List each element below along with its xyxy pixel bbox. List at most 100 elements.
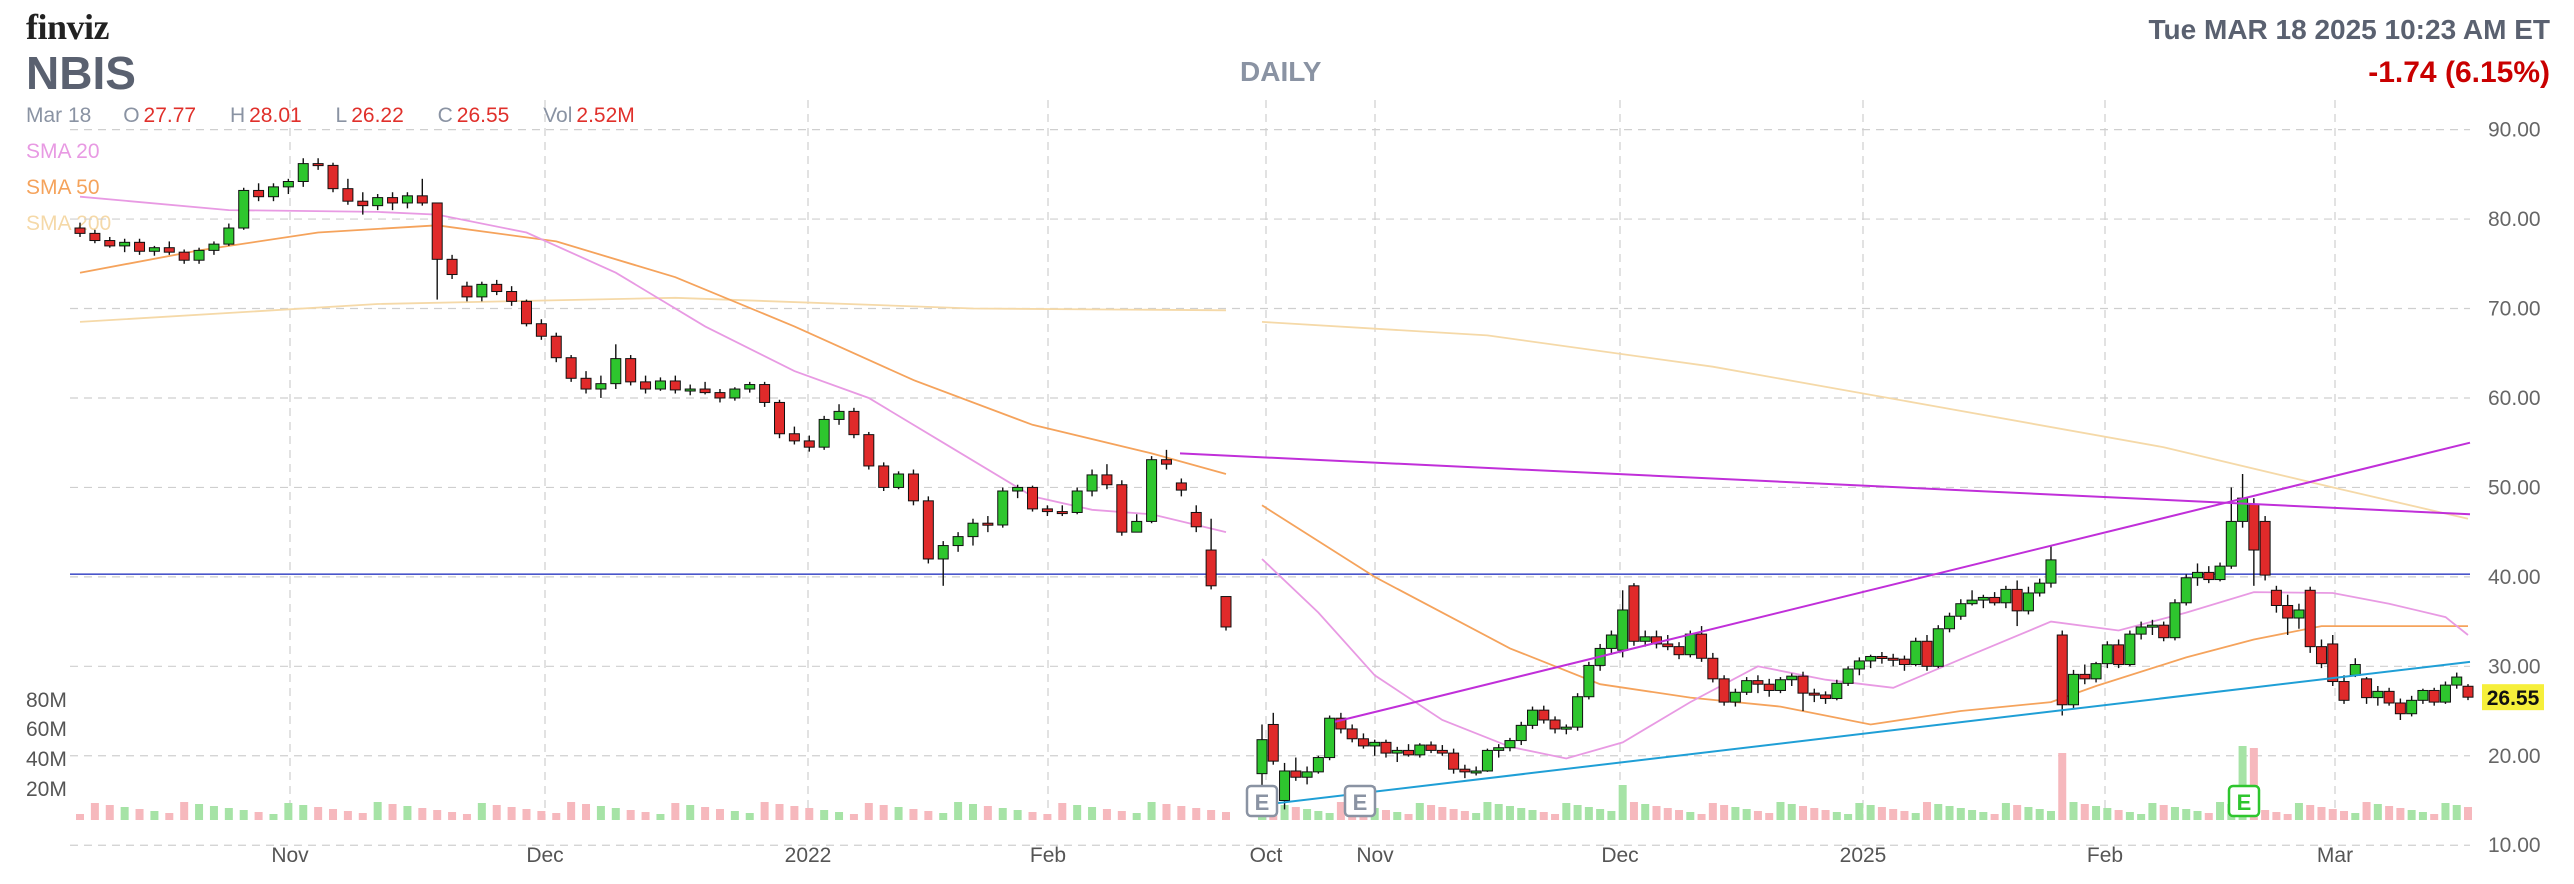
candle-body: [1865, 655, 1877, 662]
candle-body: [2079, 673, 2091, 680]
volume-bar: [1708, 803, 1717, 820]
open-label: O: [123, 104, 140, 127]
candle-body: [2101, 644, 2113, 665]
candle-body: [1146, 459, 1158, 522]
volume-bar: [1956, 808, 1965, 820]
y-tick-label: 60.00: [2488, 387, 2541, 410]
candle-body: [1131, 520, 1143, 533]
volume-bar: [2092, 806, 2101, 820]
candle-body: [1335, 717, 1347, 730]
candle-body: [2034, 582, 2046, 594]
candle-body: [2158, 624, 2170, 639]
x-tick-label: Feb: [1030, 844, 1066, 867]
candle-body: [506, 291, 518, 302]
candle-body: [1808, 692, 1820, 696]
volume-bar: [1058, 803, 1067, 820]
candle-body: [937, 545, 949, 560]
volume-bar: [1132, 813, 1141, 820]
volume-bar: [522, 809, 531, 820]
candle-body: [1175, 482, 1187, 491]
volume-bar: [701, 807, 710, 820]
x-tick-label: Nov: [271, 844, 309, 867]
volume-bar: [433, 810, 442, 820]
candle-body: [1357, 738, 1369, 747]
volume-bar: [1629, 802, 1638, 820]
candle-body: [1086, 474, 1098, 492]
candle-body: [74, 227, 86, 234]
volume-bar: [2441, 803, 2450, 820]
candle-body: [982, 522, 994, 526]
candle-body: [1910, 640, 1922, 666]
candle-body: [1041, 508, 1053, 513]
candle-body: [2011, 588, 2023, 612]
volume-bar: [2080, 804, 2089, 820]
candle-body: [178, 251, 190, 261]
candle-body: [759, 384, 771, 403]
candle-body: [1504, 740, 1516, 749]
candle-body: [89, 232, 101, 242]
candle-body: [1056, 511, 1068, 515]
candle-body: [1470, 770, 1482, 774]
volume-bar: [403, 806, 412, 820]
candle-body: [818, 418, 830, 448]
volume-bar: [1088, 807, 1097, 820]
volume-bar: [1573, 805, 1582, 820]
volume-bar: [1821, 810, 1830, 820]
sma20-legend[interactable]: SMA 20: [26, 140, 100, 163]
volume-bar: [2373, 804, 2382, 820]
candle-body: [387, 197, 399, 204]
candle-body: [2180, 577, 2192, 604]
volume-bar: [1945, 806, 1954, 820]
candle-body: [550, 335, 562, 359]
candle-body: [2090, 663, 2102, 680]
volume-bar: [1147, 802, 1156, 820]
candle-body: [1071, 490, 1083, 513]
candle-body: [1696, 633, 1708, 659]
candle-body: [491, 283, 503, 293]
candle-body: [1560, 726, 1572, 730]
volume-bar: [1303, 809, 1312, 820]
volume-bar: [1584, 807, 1593, 820]
y-tick-label: 70.00: [2488, 298, 2541, 321]
candle-body: [1301, 771, 1313, 778]
candle-body: [327, 164, 339, 190]
candle-body: [223, 227, 235, 245]
close-value: 26.55: [456, 104, 510, 127]
volume-bar: [1177, 806, 1186, 820]
price-change: -1.74 (6.15%): [2368, 56, 2550, 89]
candle-body: [1515, 724, 1527, 742]
candle-body: [1955, 603, 1967, 617]
candle-body: [1425, 744, 1437, 751]
x-tick-label: Nov: [1356, 844, 1394, 867]
volume-bar: [1911, 813, 1920, 820]
candle-body: [878, 465, 890, 488]
sma200-legend[interactable]: SMA 200: [26, 212, 112, 235]
volume-bar: [1028, 812, 1037, 820]
volume-tick-label: 40M: [26, 748, 67, 771]
timeframe-label[interactable]: DAILY: [1240, 56, 1322, 87]
volume-bar: [358, 813, 367, 820]
candle-body: [907, 473, 919, 502]
volume-bar: [1460, 811, 1469, 820]
sma200-line: [1261, 321, 2469, 520]
candle-body: [967, 522, 979, 538]
volume-bar: [314, 807, 323, 820]
candle-body: [2417, 689, 2429, 701]
volume-bar: [448, 812, 457, 820]
candle-body: [1752, 680, 1764, 685]
candle-body: [2270, 589, 2282, 606]
candle-body: [1617, 609, 1629, 651]
sma50-legend[interactable]: SMA 50: [26, 176, 100, 199]
volume-bar: [805, 808, 814, 820]
candle-body: [1977, 596, 1989, 601]
volume-bar: [2159, 805, 2168, 820]
y-tick-label: 10.00: [2488, 834, 2541, 857]
candle-body: [2394, 702, 2406, 715]
volume-bar: [1505, 806, 1514, 820]
candle-body: [104, 240, 116, 247]
candle-body: [848, 410, 860, 436]
volume-bar: [1483, 802, 1492, 820]
volume-tick-label: 20M: [26, 778, 67, 801]
candle-body: [1831, 682, 1843, 700]
